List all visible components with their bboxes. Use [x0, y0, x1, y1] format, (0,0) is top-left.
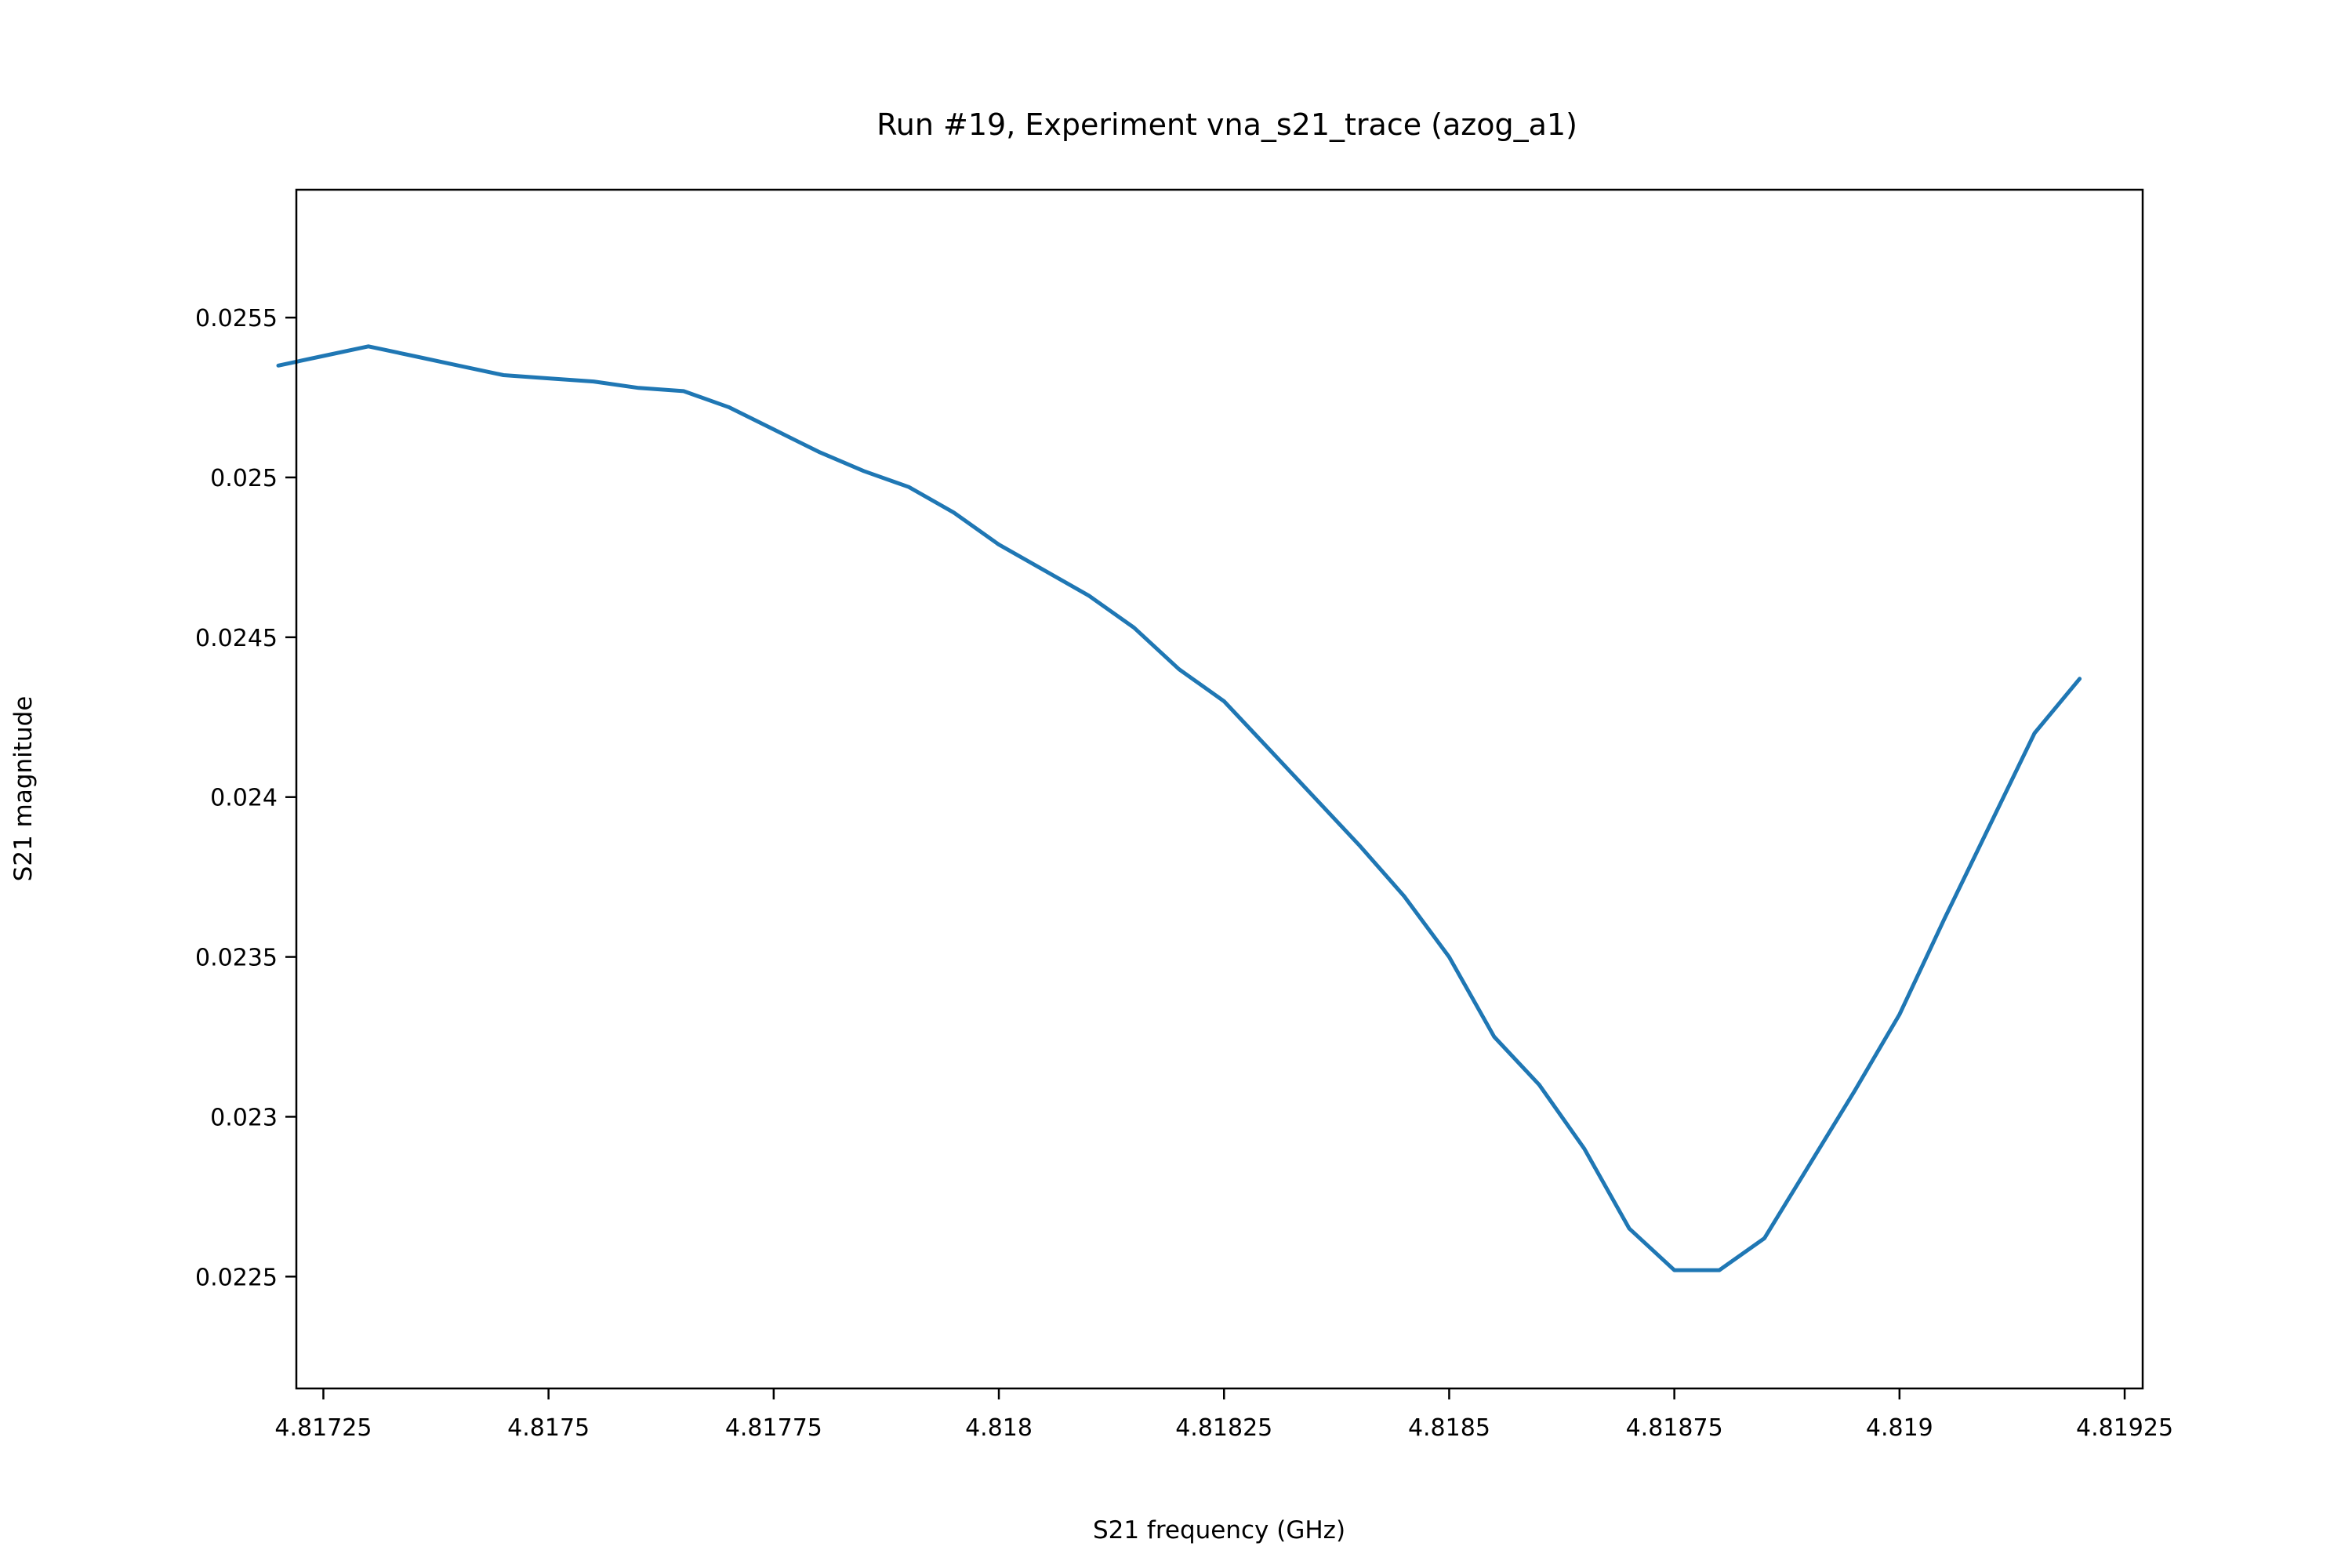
- x-tick-label: 4.81875: [1626, 1414, 1723, 1442]
- y-axis-label: S21 magnitude: [9, 696, 38, 882]
- x-axis: 4.81725 4.8175 4.81775 4.818 4.81825 4.8185 4.…: [274, 1388, 2173, 1442]
- plot-frame: [295, 188, 2144, 1390]
- y-tick-label: 0.023: [210, 1104, 278, 1131]
- x-tick-label: 4.8185: [1408, 1414, 1490, 1442]
- x-tick-label: 4.819: [1866, 1414, 1933, 1442]
- y-tick-label: 0.0235: [195, 945, 278, 972]
- x-axis-label: S21 frequency (GHz): [1093, 1516, 1345, 1544]
- series-line: [276, 344, 2082, 1272]
- y-tick-label: 0.0225: [195, 1264, 278, 1291]
- x-tick-label: 4.81825: [1175, 1414, 1272, 1442]
- x-tick-label: 4.818: [965, 1414, 1033, 1442]
- y-tick-label: 0.025: [210, 465, 278, 492]
- y-axis: 0.0225 0.023 0.0235 0.024 0.0245 0.025 0.0255: [195, 305, 296, 1291]
- x-tick-label: 4.81925: [2076, 1414, 2173, 1442]
- plot-area: [276, 344, 2082, 1272]
- y-tick-label: 0.0245: [195, 625, 278, 652]
- y-tick-label: 0.0255: [195, 305, 278, 332]
- x-tick-label: 4.81725: [274, 1414, 372, 1442]
- y-tick-label: 0.024: [210, 785, 278, 812]
- x-tick-label: 4.81775: [725, 1414, 822, 1442]
- chart-title: Run #19, Experiment vna_s21_trace (azog_…: [877, 107, 1577, 142]
- x-tick-label: 4.8175: [507, 1414, 590, 1442]
